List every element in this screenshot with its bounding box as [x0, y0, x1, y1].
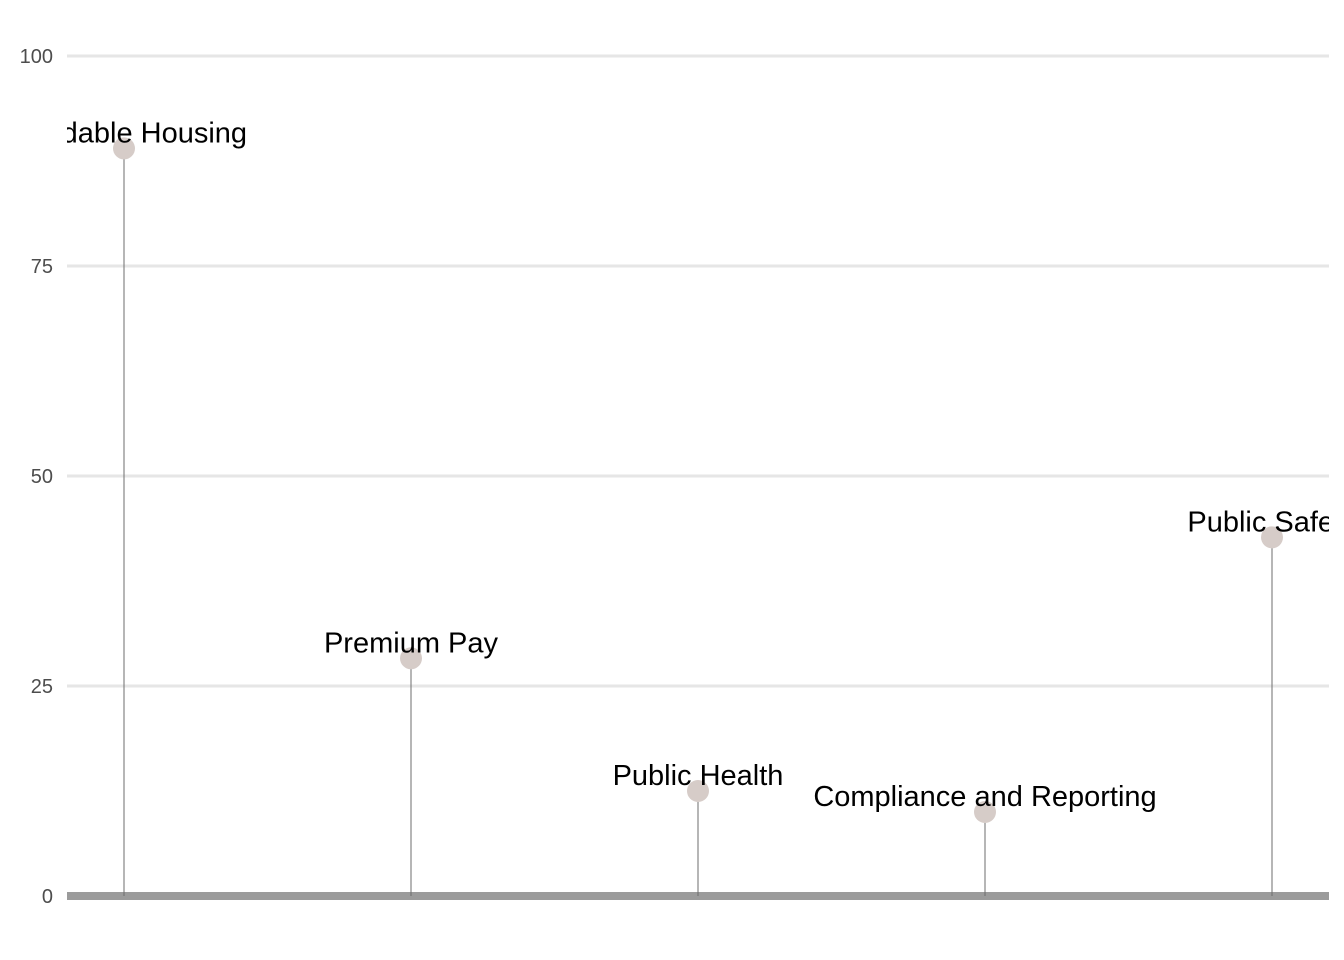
label-public-health: Public Health [613, 760, 784, 792]
gridlines [67, 54, 1329, 688]
label-affordable-housing: Affordable Housing [1, 117, 247, 149]
point-premium-pay [400, 647, 422, 670]
point-public-safety [1261, 526, 1283, 549]
y-tick-label-25: 25 [31, 676, 53, 698]
point-affordable-housing [113, 137, 135, 160]
y-tick-label-100: 100 [20, 46, 53, 68]
label-public-safety: Public Safety [1187, 506, 1344, 538]
point-compliance-and-reporting [974, 801, 996, 823]
point-public-health [687, 780, 709, 802]
lollipop-marks: Affordable Housing Premium Pay Public Heal… [1, 117, 1344, 896]
y-tick-label-0: 0 [42, 886, 53, 908]
label-compliance-and-reporting: Compliance and Reporting [813, 781, 1156, 813]
y-tick-label-75: 75 [31, 256, 53, 278]
y-axis-tick-labels: 0 25 50 75 100 [20, 46, 53, 908]
y-tick-label-50: 50 [31, 466, 53, 488]
label-premium-pay: Premium Pay [324, 627, 499, 659]
